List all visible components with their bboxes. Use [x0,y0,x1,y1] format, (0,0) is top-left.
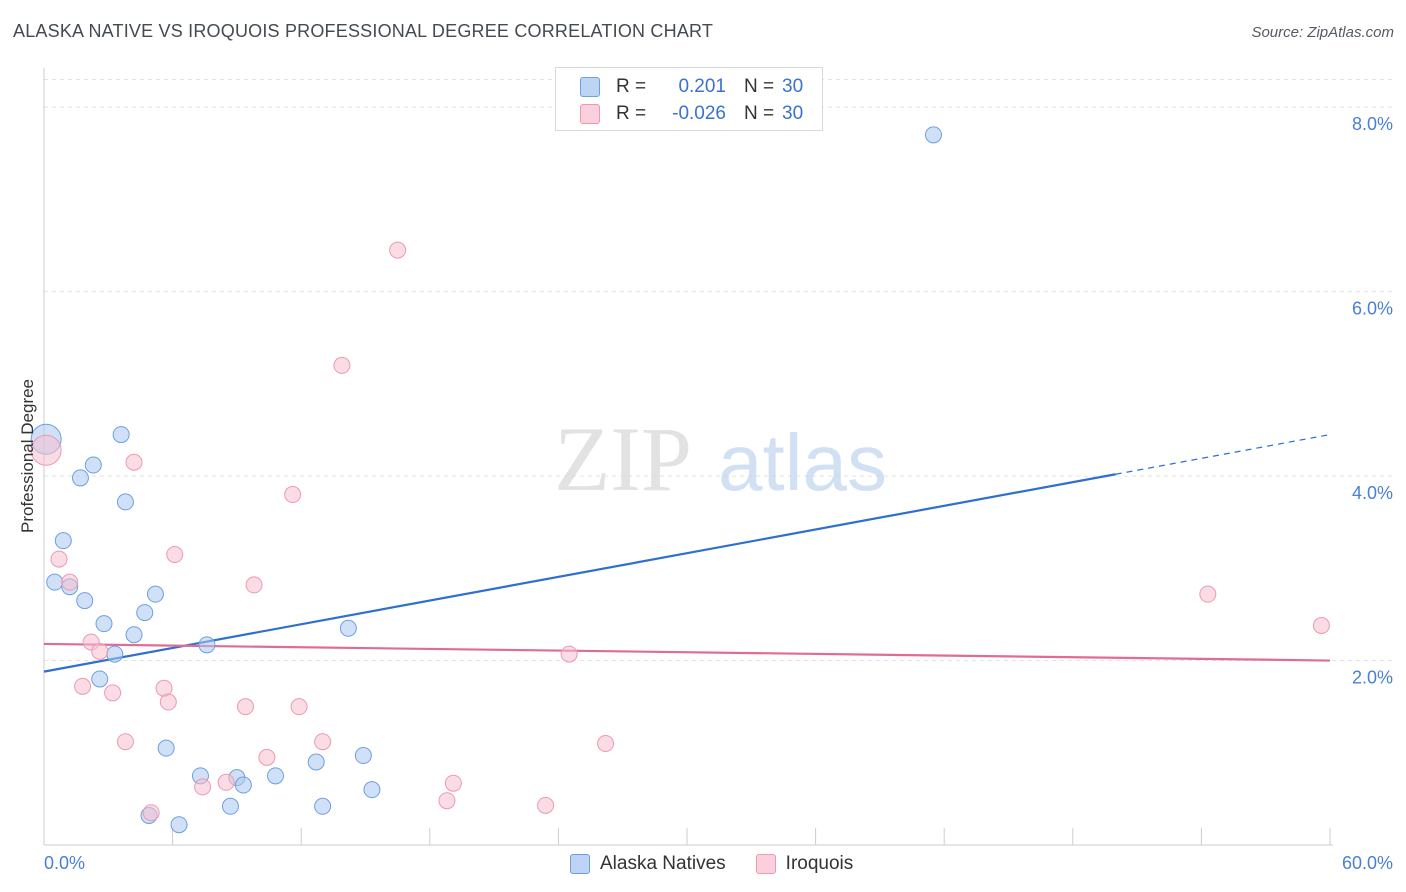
watermark-zip: ZIP [554,408,692,510]
point-iroquois [159,693,177,711]
legend-n-label: N = [744,76,775,97]
point-alaska-natives [76,592,94,610]
point-alaska-natives [363,781,381,799]
point-alaska-natives [307,753,325,771]
legend-row-alaska-natives: R = 0.201 N = 30 [580,74,803,100]
point-iroquois [74,677,92,695]
series-legend: Alaska Natives Iroquois [570,853,883,875]
point-alaska-natives [234,776,252,794]
y-axis-title: Professional Degree [18,379,37,533]
trend-lines [43,433,1331,673]
point-alaska-natives [125,626,143,644]
point-alaska-natives [924,126,942,144]
gridlines [44,79,1393,662]
point-alaska-natives [95,615,113,633]
point-iroquois [236,698,254,716]
legend-r-value: 0.201 [678,76,726,97]
point-alaska-natives [146,585,164,603]
point-alaska-natives [46,573,64,591]
legend-label-iroquois: Iroquois [785,853,854,874]
point-alaska-natives [112,426,130,444]
legend-r-label: R = [616,76,647,97]
point-iroquois [217,773,235,791]
point-alaska-natives [221,797,239,815]
point-iroquois [333,356,351,374]
point-alaska-natives [116,493,134,511]
point-alaska-natives [84,456,102,474]
y-tick-label: 2.0% [1352,668,1393,688]
legend-label-alaska-natives: Alaska Natives [600,853,726,874]
point-iroquois [290,698,308,716]
point-iroquois [537,796,555,814]
trend-line-alaska-natives [43,473,1116,673]
y-tick-label: 4.0% [1352,483,1393,503]
point-iroquois [258,748,276,766]
x-tick-label-max: 60.0% [1342,853,1393,873]
legend-n-value: 30 [782,103,804,124]
point-iroquois [91,642,109,660]
legend-n-value: 30 [782,76,804,97]
point-alaska-natives [354,747,372,765]
watermark-atlas: atlas [718,418,887,507]
y-tick-label: 6.0% [1352,299,1393,319]
data-points [30,126,1330,834]
point-alaska-natives [91,670,109,688]
point-alaska-natives [106,645,124,663]
point-alaska-natives [136,604,154,622]
point-iroquois [125,453,143,471]
legend-item-alaska-natives: Alaska Natives [570,853,726,875]
point-iroquois [104,684,122,702]
point-iroquois [284,486,302,504]
point-alaska-natives [198,636,216,654]
x-ticks [43,828,1331,845]
legend-item-iroquois: Iroquois [755,853,854,875]
point-iroquois [194,778,212,796]
point-iroquois [438,792,456,810]
point-iroquois [597,735,615,753]
trend-line-iroquois [43,642,1331,662]
point-alaska-natives [170,816,188,834]
legend-r-label: R = [616,103,647,124]
point-iroquois [166,545,184,563]
point-alaska-natives [266,767,284,785]
legend-swatch-alaska-natives [580,77,600,97]
point-alaska-natives [314,797,332,815]
legend-n-label: N = [744,103,775,124]
point-alaska-natives [54,532,72,550]
point-alaska-natives [71,469,89,487]
trend-line-extension [1115,433,1331,475]
point-iroquois [389,241,407,259]
legend-swatch-iroquois [580,104,600,124]
point-iroquois [30,434,62,466]
point-alaska-natives [157,739,175,757]
legend-r-value: -0.026 [672,103,726,124]
point-iroquois [314,733,332,751]
y-tick-label: 8.0% [1352,114,1393,134]
legend-swatch-iroquois [755,854,776,874]
point-iroquois [50,550,68,568]
point-iroquois [116,733,134,751]
point-alaska-natives [339,619,357,637]
x-tick-label-min: 0.0% [44,853,85,873]
point-iroquois [61,573,79,591]
y-tick-labels: 2.0% 4.0% 6.0% 8.0% [1352,114,1393,687]
point-iroquois [560,645,578,663]
chart-title: ALASKA NATIVE VS IROQUOIS PROFESSIONAL D… [13,21,714,41]
point-iroquois [1199,585,1217,603]
legend-swatch-alaska-natives [570,854,590,874]
source-note: Source: ZipAtlas.com [1251,24,1394,41]
legend-row-iroquois: R = -0.026 N = 30 [580,101,803,127]
point-iroquois [142,804,160,822]
point-iroquois [245,576,263,594]
point-iroquois [1312,616,1330,634]
point-iroquois [444,774,462,792]
stats-legend: R = 0.201 N = 30 R = -0.026 N = 30 [555,67,823,131]
